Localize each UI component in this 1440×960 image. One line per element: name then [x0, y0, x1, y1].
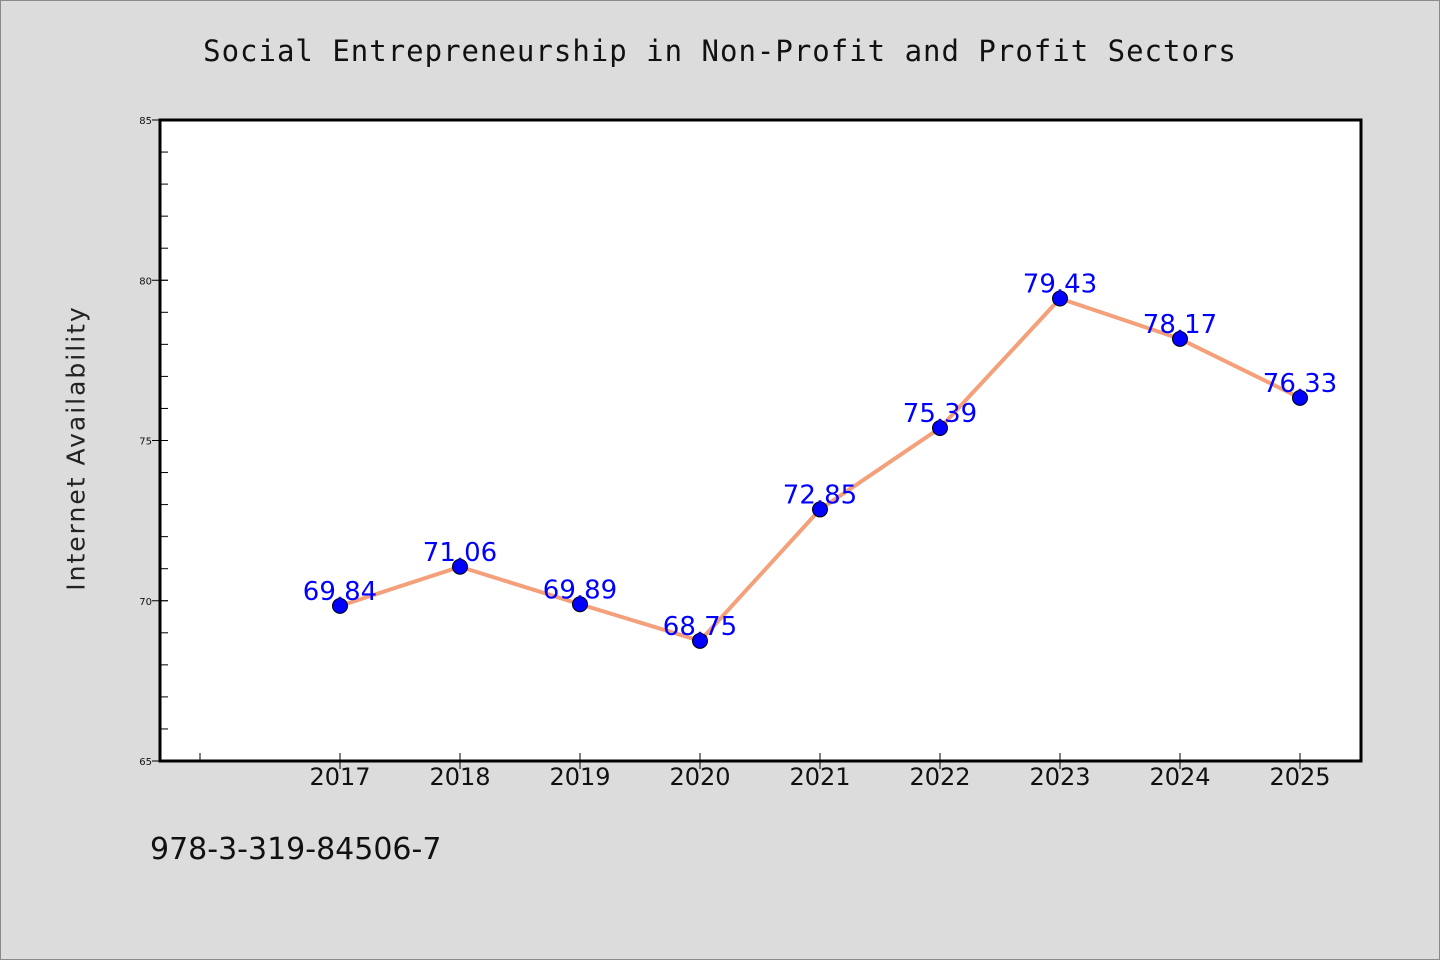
data-point [1172, 330, 1188, 347]
data-label: 69.89 [543, 575, 617, 605]
data-label: 72.85 [783, 480, 857, 510]
data-point [332, 597, 348, 614]
data-point [572, 596, 588, 613]
data-point [812, 501, 828, 518]
data-point [932, 420, 948, 437]
chart-title: Social Entrepreneurship in Non-Profit an… [203, 34, 1237, 68]
x-tick-label: 2020 [669, 763, 730, 791]
x-tick-label: 2023 [1029, 763, 1090, 791]
plot-area [160, 120, 1361, 761]
data-label: 78.17 [1143, 310, 1217, 340]
data-label: 79.43 [1023, 270, 1097, 300]
data-point [692, 632, 708, 649]
x-tick-label: 2021 [789, 763, 850, 791]
x-tick-label: 2024 [1149, 763, 1210, 791]
y-tick-label: 70 [139, 597, 152, 608]
data-label: 76.33 [1263, 369, 1337, 399]
x-tick-label: 2019 [549, 763, 610, 791]
y-tick-label: 85 [139, 116, 152, 127]
data-label: 69.84 [303, 577, 377, 607]
data-label: 71.06 [423, 538, 497, 568]
y-tick-label: 80 [139, 276, 152, 287]
data-label: 75.39 [903, 399, 977, 429]
plot-border [158, 118, 1363, 763]
data-labels: 69.84 71.06 69.89 68.75 72.85 75.39 79.43 78.17… [303, 270, 1337, 642]
data-point [1292, 389, 1308, 406]
data-point [452, 558, 468, 575]
x-tick-label: 2025 [1269, 763, 1330, 791]
x-tick-label: 2018 [429, 763, 490, 791]
data-point [1052, 290, 1068, 307]
series-markers [332, 290, 1308, 649]
y-tick-label: 65 [139, 757, 152, 768]
y-tick-label: 75 [139, 437, 152, 448]
x-tick-label: 2017 [309, 763, 370, 791]
x-tick-label: 2022 [909, 763, 970, 791]
data-label: 68.75 [663, 612, 737, 642]
isbn-text: 978-3-319-84506-7 [150, 832, 442, 867]
x-axis-ticks: 2017 2018 2019 2020 2021 2022 2023 2024 2025 [199, 753, 1331, 791]
